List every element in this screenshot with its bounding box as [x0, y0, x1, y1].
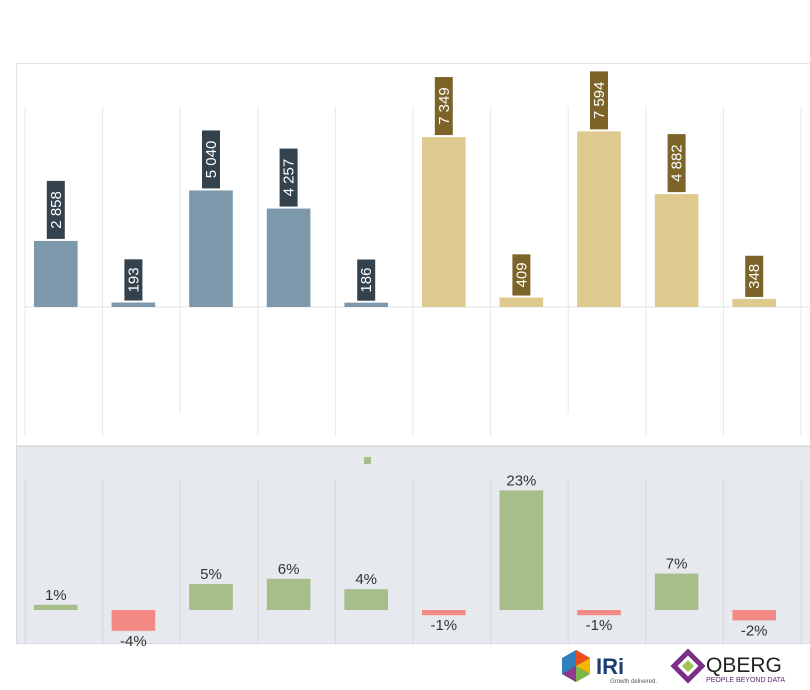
bar-value-label: 4 882	[669, 144, 686, 182]
bar-value-label: 7 594	[591, 82, 608, 120]
bar-value-label: 4 257	[281, 159, 298, 197]
bar-label-box	[745, 255, 764, 297]
change-bar-6	[422, 610, 466, 616]
bar-1	[34, 240, 78, 307]
change-value-label: -1%	[430, 617, 457, 634]
change-value-label: 23%	[506, 472, 536, 489]
change-value-label: 6%	[278, 561, 300, 578]
change-bar-3	[189, 584, 233, 610]
bar-value-label: 7 349	[436, 87, 453, 125]
change-bar-5	[344, 589, 388, 610]
iri-logo: IRi Growth delivered.	[562, 650, 657, 685]
bar-value-label: 2 858	[48, 191, 65, 229]
bar-label-box	[357, 259, 376, 301]
bar-label-group-6: 7 349	[434, 77, 453, 136]
footer-logos: IRi Growth delivered. QBERG PEOPLE BEYON…	[560, 648, 800, 688]
change-value-label: -1%	[586, 617, 613, 634]
bar-label-box	[590, 71, 608, 130]
bar-label-box	[434, 77, 453, 136]
change-bar-8	[577, 610, 621, 616]
bar-label-box	[512, 254, 531, 296]
bar-3	[189, 190, 233, 307]
iri-logo-tagline: Growth delivered.	[610, 679, 657, 685]
bar-9	[654, 194, 699, 307]
bar-label-group-9: 4 882	[667, 134, 686, 193]
bar-label-group-7: 409	[512, 254, 531, 296]
change-value-label: 1%	[45, 587, 67, 604]
bar-4	[266, 208, 311, 307]
bar-value-label: 409	[513, 262, 530, 287]
bar-label-box	[667, 134, 686, 193]
change-value-label: 4%	[355, 571, 377, 588]
bar-label-group-1: 2 858	[46, 180, 65, 239]
change-bar-9	[654, 573, 699, 610]
change-value-label: -4%	[120, 633, 147, 650]
bar-8	[577, 131, 621, 307]
top-bar-chart: 2 858 193 5 040 4 257 186 7 349 409 7 594 4 882 3…	[24, 71, 810, 436]
bar-5	[344, 302, 388, 307]
change-value-label: -2%	[741, 622, 768, 639]
bar-label-box	[124, 259, 143, 301]
bar-label-group-10: 348	[745, 255, 764, 297]
bottom-chart-panel: 1% -4% 5% 6% 4% -1% 23% -1% 7% -2%	[16, 446, 810, 650]
bar-label-box	[279, 148, 298, 207]
bar-7	[499, 297, 544, 307]
bar-value-label: 5 040	[203, 141, 220, 179]
change-bar-10	[732, 610, 776, 621]
bar-label-group-2: 193	[124, 259, 143, 301]
change-value-label: 7%	[666, 556, 688, 573]
bar-10	[732, 298, 776, 307]
change-bar-7	[499, 490, 544, 610]
logos-svg: IRi Growth delivered. QBERG PEOPLE BEYON…	[562, 648, 785, 685]
qberg-logo-name: QBERG	[706, 654, 782, 677]
bar-label-group-8: 7 594	[590, 71, 608, 130]
qberg-logo-tagline: PEOPLE BEYOND DATA	[706, 677, 785, 684]
bar-label-box	[202, 130, 220, 189]
legend-marker	[364, 457, 371, 464]
bar-label-group-5: 186	[357, 259, 376, 301]
change-bar-2	[111, 610, 156, 631]
qberg-diamond-icon	[670, 648, 706, 684]
iri-logo-name: IRi	[596, 654, 624, 679]
change-bar-4	[266, 578, 311, 610]
bottom-change-chart: 1% -4% 5% 6% 4% -1% 23% -1% 7% -2%	[24, 457, 802, 650]
bar-6	[422, 137, 466, 307]
bar-value-label: 193	[125, 267, 142, 292]
bar-label-group-4: 4 257	[279, 148, 298, 207]
top-chart-panel: 2 858 193 5 040 4 257 186 7 349 409 7 594 4 882 3…	[16, 63, 810, 446]
change-value-label: 5%	[200, 566, 222, 583]
bar-label-box	[46, 180, 65, 239]
bar-label-group-3: 5 040	[202, 130, 220, 189]
bar-2	[111, 302, 156, 307]
bar-value-label: 186	[358, 268, 375, 293]
bar-value-label: 348	[746, 264, 763, 289]
change-bar-1	[34, 604, 78, 610]
qberg-logo: QBERG PEOPLE BEYOND DATA	[670, 648, 785, 684]
